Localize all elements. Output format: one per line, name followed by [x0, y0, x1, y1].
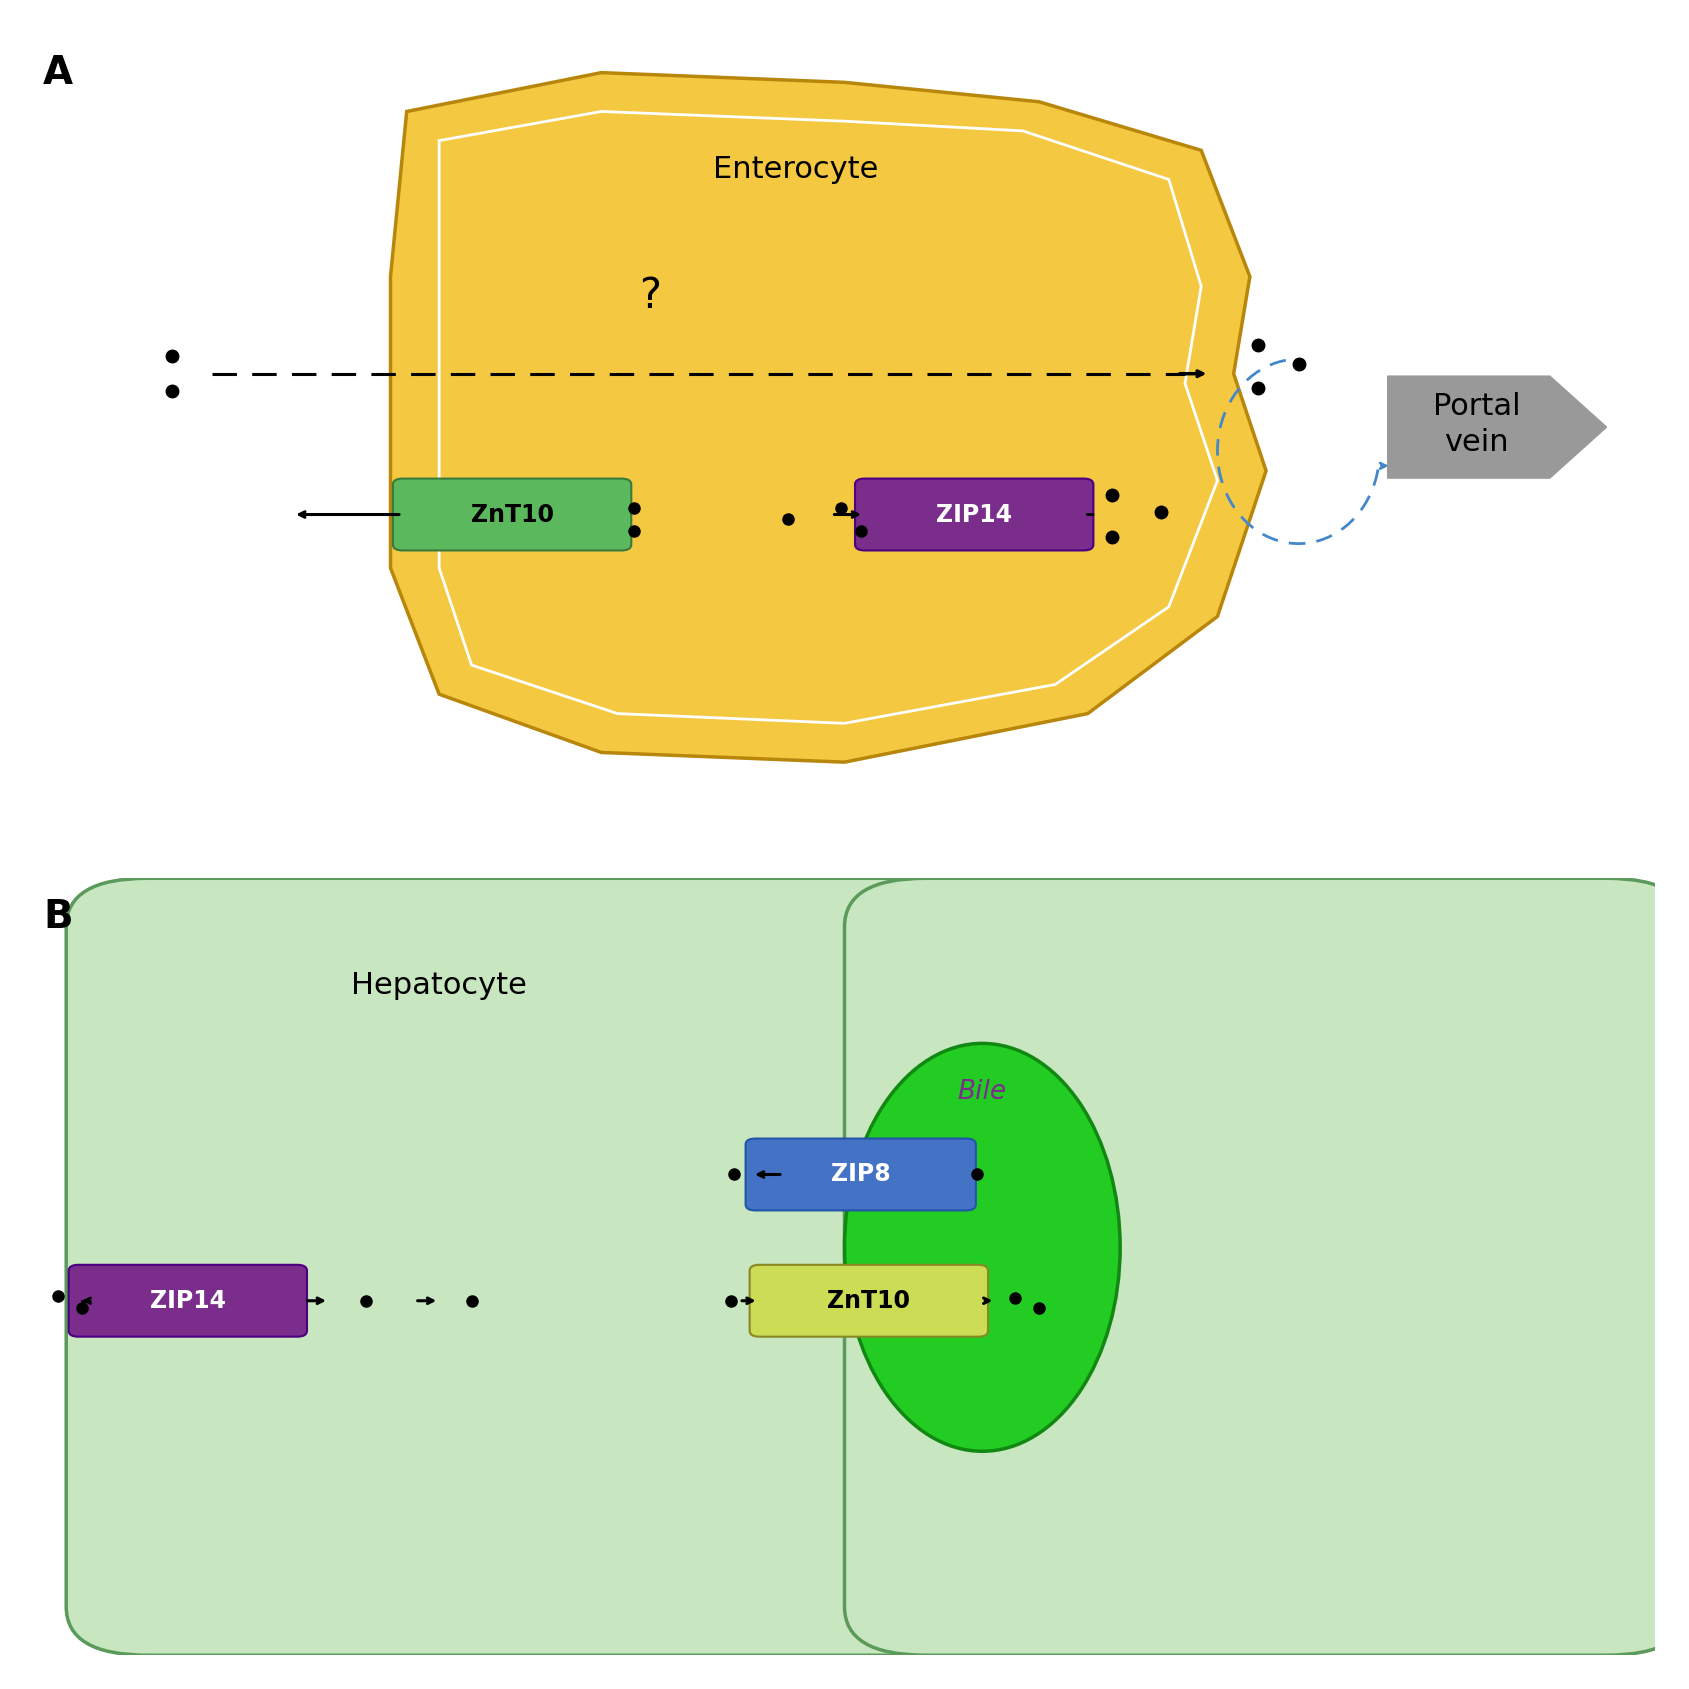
FancyArrow shape	[1388, 377, 1606, 478]
FancyBboxPatch shape	[69, 1265, 307, 1336]
Text: Enterocyte: Enterocyte	[713, 155, 878, 184]
Text: ZnT10: ZnT10	[828, 1289, 910, 1312]
PathPatch shape	[390, 73, 1267, 762]
FancyBboxPatch shape	[66, 878, 1071, 1655]
Text: ZIP14: ZIP14	[936, 503, 1012, 527]
Text: Bile: Bile	[958, 1079, 1007, 1105]
FancyBboxPatch shape	[745, 1138, 976, 1211]
Text: ?: ?	[638, 275, 660, 318]
Text: ZIP8: ZIP8	[831, 1162, 890, 1186]
Text: ZnT10: ZnT10	[471, 503, 554, 527]
FancyBboxPatch shape	[844, 878, 1687, 1655]
Text: Hepatocyte: Hepatocyte	[351, 971, 527, 1000]
Text: Portal
vein: Portal vein	[1432, 392, 1520, 456]
Text: ZIP14: ZIP14	[150, 1289, 226, 1312]
Ellipse shape	[844, 1044, 1120, 1451]
FancyBboxPatch shape	[855, 478, 1093, 551]
Text: A: A	[42, 54, 73, 91]
FancyBboxPatch shape	[750, 1265, 988, 1336]
Text: B: B	[44, 899, 73, 936]
FancyBboxPatch shape	[394, 478, 632, 551]
